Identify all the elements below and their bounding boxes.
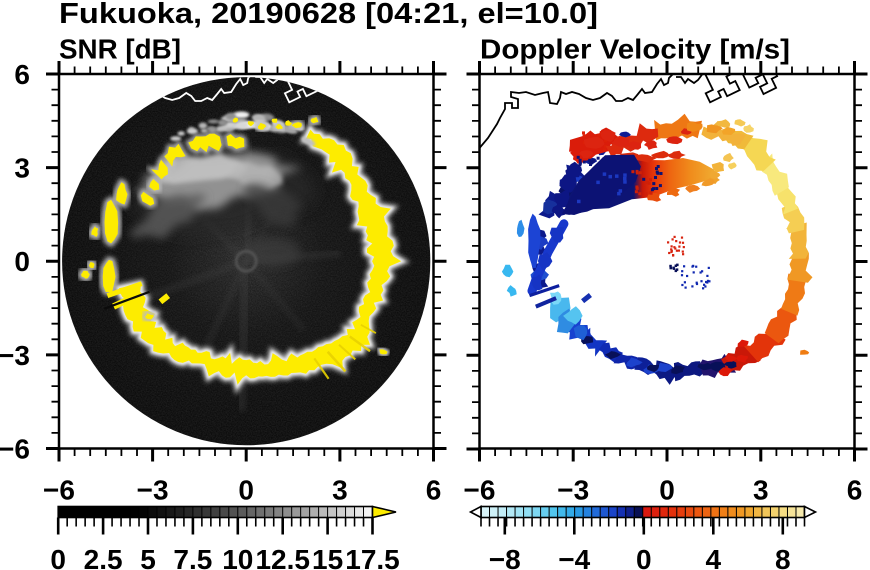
svg-text:0: 0 <box>238 475 254 506</box>
svg-text:−4: −4 <box>558 544 590 570</box>
svg-text:−8: −8 <box>489 544 521 570</box>
svg-text:6: 6 <box>426 475 442 506</box>
svg-text:0: 0 <box>636 544 652 570</box>
svg-text:6: 6 <box>14 59 30 90</box>
svg-text:0: 0 <box>50 544 66 570</box>
svg-text:−3: −3 <box>557 475 589 506</box>
svg-text:2.5: 2.5 <box>84 544 123 570</box>
svg-text:3: 3 <box>14 153 30 184</box>
svg-text:−6: −6 <box>0 434 30 465</box>
svg-text:15: 15 <box>312 544 343 570</box>
svg-text:10: 10 <box>222 544 253 570</box>
svg-text:Fukuoka, 20190628 [04:21, el=1: Fukuoka, 20190628 [04:21, el=10.0] <box>59 0 598 30</box>
svg-text:7.5: 7.5 <box>173 544 212 570</box>
svg-text:−3: −3 <box>0 340 30 371</box>
svg-text:8: 8 <box>775 544 791 570</box>
svg-text:17.5: 17.5 <box>345 544 400 570</box>
svg-text:6: 6 <box>847 475 863 506</box>
svg-text:3: 3 <box>753 475 769 506</box>
svg-text:4: 4 <box>706 544 722 570</box>
svg-text:5: 5 <box>140 544 156 570</box>
svg-text:−6: −6 <box>43 475 75 506</box>
svg-text:Doppler Velocity [m/s]: Doppler Velocity [m/s] <box>480 34 790 65</box>
svg-text:−6: −6 <box>464 475 496 506</box>
svg-text:3: 3 <box>332 475 348 506</box>
svg-text:0: 0 <box>14 246 30 277</box>
svg-text:12.5: 12.5 <box>255 544 310 570</box>
svg-text:0: 0 <box>659 475 675 506</box>
svg-text:−3: −3 <box>137 475 169 506</box>
svg-text:SNR [dB]: SNR [dB] <box>59 34 181 65</box>
